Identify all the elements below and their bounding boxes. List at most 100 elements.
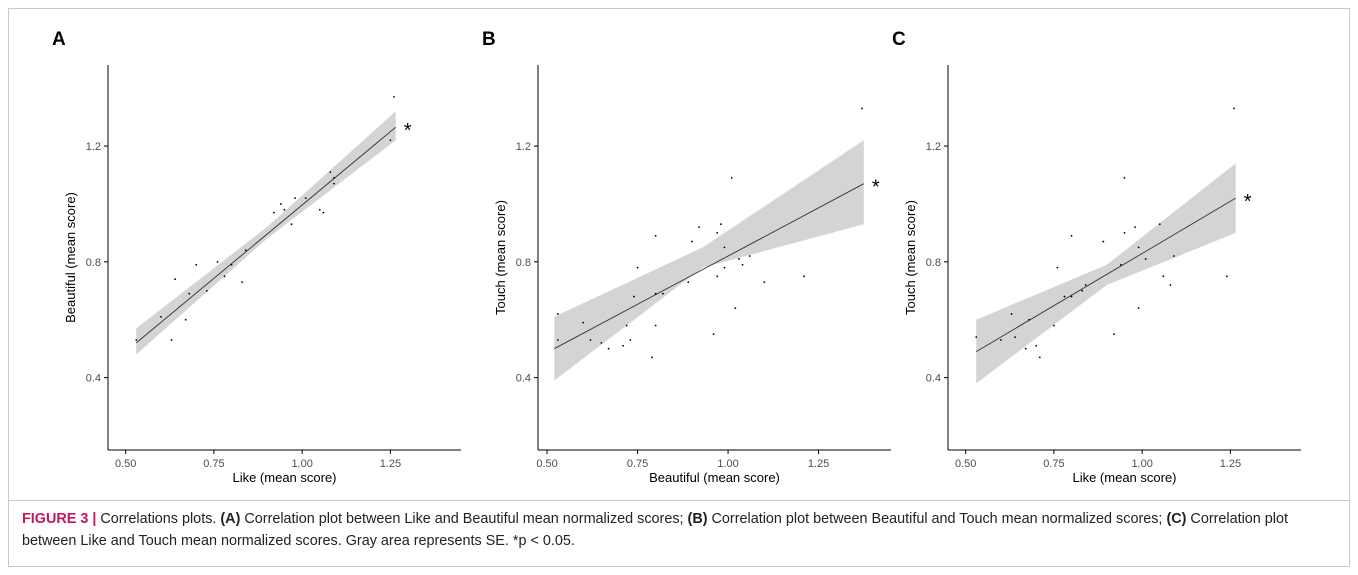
data-point-b-30 <box>763 281 766 284</box>
data-point-b-22 <box>719 223 722 226</box>
data-point-a-17 <box>294 197 296 200</box>
data-point-b-23 <box>723 246 726 249</box>
data-point-c-25 <box>1162 275 1165 278</box>
data-point-c-21 <box>1137 307 1140 310</box>
data-point-c-12 <box>1070 234 1073 237</box>
data-point-a-18 <box>304 197 307 200</box>
data-point-c-7 <box>1038 356 1041 359</box>
data-point-c-28 <box>1225 275 1228 278</box>
data-point-b-9 <box>633 295 635 298</box>
figure-frame <box>8 8 1350 567</box>
data-point-b-19 <box>712 333 715 336</box>
caption-ref-c: (C) <box>1166 511 1187 527</box>
data-point-c-17 <box>1120 263 1122 266</box>
data-point-b-6 <box>622 344 624 347</box>
data-point-c-1 <box>1000 339 1002 341</box>
data-point-a-24 <box>393 95 395 98</box>
y-tick-label-a-1: 0.8 <box>86 257 101 269</box>
data-point-c-3 <box>1014 336 1016 339</box>
caption-ref-a: (A) <box>220 511 241 527</box>
data-point-b-20 <box>716 231 719 234</box>
x-axis-title-b: Beautiful (mean score) <box>649 470 780 485</box>
caption-title: Correlations plots. <box>100 511 217 527</box>
data-point-c-5 <box>1028 318 1031 321</box>
data-point-a-12 <box>244 249 247 252</box>
x-axis-title-a: Like (mean score) <box>232 470 336 485</box>
significance-star-c: * <box>1244 191 1252 213</box>
y-tick-label-b-0: 0.4 <box>516 373 531 385</box>
x-tick-label-c-2: 1.00 <box>1131 458 1152 470</box>
x-tick-label-c-1: 0.75 <box>1043 458 1064 470</box>
data-point-b-21 <box>716 275 719 278</box>
data-point-c-2 <box>1010 313 1013 315</box>
panel-b: B * 0.50 0.75 1.00 1.25 0.4 0.8 1.2 Beautiful (me… <box>482 29 891 485</box>
data-point-b-13 <box>654 292 657 295</box>
data-point-c-23 <box>1144 258 1147 260</box>
caption-separator <box>9 500 1349 501</box>
data-point-a-20 <box>322 211 325 214</box>
data-point-a-22 <box>333 176 335 179</box>
caption-ref-b: (B) <box>687 511 708 527</box>
data-point-c-27 <box>1173 255 1175 257</box>
x-tick-label-c-3: 1.25 <box>1220 458 1241 470</box>
x-tick-label-b-3: 1.25 <box>808 458 829 470</box>
data-point-a-1 <box>160 315 162 318</box>
data-point-c-29 <box>1233 107 1235 110</box>
y-axis-title-b: Touch (mean score) <box>493 200 508 315</box>
x-tick-label-a-2: 1.00 <box>291 458 312 470</box>
data-point-b-11 <box>651 356 653 359</box>
data-point-b-27 <box>738 258 740 260</box>
data-point-c-9 <box>1056 266 1059 269</box>
data-point-a-0 <box>135 339 138 341</box>
significance-star-b: * <box>872 177 880 199</box>
panel-letter-c: C <box>892 29 906 50</box>
data-point-c-0 <box>975 336 978 339</box>
data-point-b-28 <box>741 263 744 266</box>
data-point-b-16 <box>687 281 690 284</box>
figure-caption: FIGURE 3 | Correlations plots. (A) Corre… <box>22 508 1332 552</box>
y-axis-title-c: Touch (mean score) <box>903 200 918 315</box>
data-point-c-4 <box>1024 347 1027 350</box>
x-tick-label-b-2: 1.00 <box>717 458 738 470</box>
data-point-a-15 <box>283 208 286 211</box>
data-point-c-15 <box>1102 240 1105 243</box>
data-point-a-11 <box>241 281 244 284</box>
x-axis-title-c: Like (mean score) <box>1072 470 1176 485</box>
data-point-a-13 <box>273 211 275 214</box>
y-tick-label-c-2: 1.2 <box>926 141 941 153</box>
caption-text-a: Correlation plot between Like and Beauti… <box>244 511 684 527</box>
data-point-a-2 <box>170 339 173 341</box>
data-point-a-25 <box>389 139 392 142</box>
significance-star-a: * <box>404 120 412 142</box>
plots-area: A * 0.50 0.75 1.00 1.25 0.4 0.8 1.2 Like (mean sc… <box>52 29 1301 485</box>
regression-line-c <box>976 197 1236 352</box>
x-tick-label-c-0: 0.50 <box>955 458 976 470</box>
data-point-b-10 <box>636 266 639 269</box>
y-tick-label-c-0: 0.4 <box>926 373 941 385</box>
data-point-a-16 <box>290 223 293 226</box>
data-point-b-18 <box>698 226 701 229</box>
x-tick-label-a-1: 0.75 <box>203 458 224 470</box>
x-tick-label-a-3: 1.25 <box>380 458 401 470</box>
data-point-c-6 <box>1035 344 1038 347</box>
confidence-band-c <box>976 163 1236 384</box>
data-point-c-24 <box>1158 223 1161 226</box>
data-point-c-19 <box>1123 231 1126 234</box>
x-tick-label-a-0: 0.50 <box>115 458 136 470</box>
data-point-b-5 <box>607 347 610 350</box>
data-point-b-8 <box>629 339 632 341</box>
data-point-b-4 <box>600 341 603 344</box>
data-point-b-12 <box>654 324 657 327</box>
data-point-a-23 <box>333 182 335 185</box>
y-tick-label-b-1: 0.8 <box>516 257 531 269</box>
data-point-b-32 <box>861 107 863 110</box>
data-point-b-17 <box>690 240 693 243</box>
data-point-c-8 <box>1053 324 1055 327</box>
data-point-a-21 <box>329 171 332 174</box>
y-tick-label-c-1: 0.8 <box>926 257 941 269</box>
data-point-b-3 <box>589 339 592 341</box>
data-point-c-11 <box>1070 295 1073 298</box>
data-point-b-31 <box>803 275 806 278</box>
y-tick-label-b-2: 1.2 <box>516 141 531 153</box>
data-point-a-8 <box>216 260 219 263</box>
